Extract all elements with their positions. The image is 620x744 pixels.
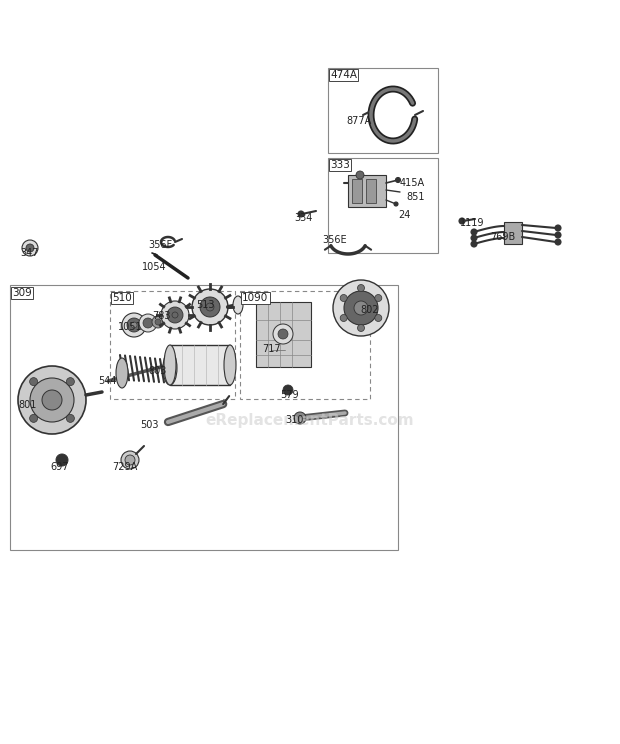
Bar	[352, 179, 362, 203]
Circle shape	[340, 315, 347, 321]
Circle shape	[333, 280, 389, 336]
Circle shape	[42, 390, 62, 410]
Circle shape	[356, 171, 364, 179]
Circle shape	[375, 295, 382, 301]
Text: 544: 544	[98, 376, 117, 386]
Text: 579: 579	[280, 390, 299, 400]
Text: 334: 334	[294, 213, 312, 223]
Circle shape	[555, 232, 561, 238]
Circle shape	[66, 378, 74, 385]
Circle shape	[354, 301, 368, 315]
Ellipse shape	[116, 358, 128, 388]
Bar	[328, 158, 438, 253]
Text: 1051: 1051	[118, 322, 143, 332]
Text: 510: 510	[112, 293, 131, 303]
Circle shape	[131, 322, 137, 328]
Text: 1054: 1054	[142, 262, 167, 272]
Circle shape	[161, 301, 189, 329]
Bar	[366, 179, 376, 203]
Text: eReplacementParts.com: eReplacementParts.com	[206, 412, 414, 428]
Circle shape	[66, 414, 74, 423]
Text: 415A: 415A	[400, 178, 425, 188]
Circle shape	[358, 324, 365, 332]
Text: 356E: 356E	[322, 235, 347, 245]
Circle shape	[344, 291, 378, 325]
Circle shape	[206, 303, 214, 311]
Bar	[256, 302, 311, 367]
Circle shape	[396, 178, 401, 182]
Bar	[170, 345, 230, 385]
Bar	[348, 175, 386, 207]
Circle shape	[471, 241, 477, 247]
Text: 1090: 1090	[242, 293, 268, 303]
Circle shape	[30, 378, 74, 422]
Text: 769B: 769B	[490, 232, 515, 242]
Bar	[110, 291, 235, 399]
Text: 783: 783	[152, 311, 171, 321]
Circle shape	[122, 313, 146, 337]
Circle shape	[18, 366, 86, 434]
Circle shape	[200, 297, 220, 317]
Ellipse shape	[233, 296, 243, 314]
Text: 333: 333	[330, 160, 350, 170]
Circle shape	[471, 229, 477, 235]
Ellipse shape	[224, 345, 236, 385]
Bar	[240, 291, 370, 399]
Text: 877A: 877A	[346, 116, 371, 126]
Circle shape	[555, 225, 561, 231]
Circle shape	[298, 211, 304, 217]
Circle shape	[278, 329, 288, 339]
Text: 803: 803	[148, 366, 166, 376]
Ellipse shape	[163, 351, 177, 385]
Circle shape	[273, 324, 293, 344]
Text: 513: 513	[196, 300, 215, 310]
Circle shape	[26, 244, 34, 252]
Text: 697: 697	[50, 462, 68, 472]
Text: 356F: 356F	[148, 240, 172, 250]
Text: 802: 802	[360, 305, 378, 315]
Circle shape	[471, 235, 477, 241]
Circle shape	[30, 378, 38, 385]
Text: 717: 717	[262, 344, 281, 354]
Circle shape	[459, 218, 465, 224]
Circle shape	[152, 316, 164, 328]
Text: 24: 24	[398, 210, 410, 220]
Circle shape	[394, 202, 398, 206]
Text: 310: 310	[285, 415, 303, 425]
Text: 503: 503	[140, 420, 159, 430]
Circle shape	[340, 295, 347, 301]
Circle shape	[143, 318, 153, 328]
Circle shape	[555, 239, 561, 245]
Circle shape	[358, 284, 365, 292]
Circle shape	[22, 240, 38, 256]
Circle shape	[294, 412, 306, 424]
Circle shape	[335, 71, 340, 77]
Bar	[504, 222, 522, 244]
Text: 474A: 474A	[330, 70, 357, 80]
Circle shape	[375, 315, 382, 321]
Bar	[10, 285, 398, 550]
Text: 347: 347	[20, 248, 38, 258]
Text: 851: 851	[406, 192, 425, 202]
Circle shape	[172, 312, 178, 318]
Circle shape	[155, 319, 161, 325]
Circle shape	[139, 314, 157, 332]
Text: 1119: 1119	[460, 218, 484, 228]
Bar	[328, 68, 438, 153]
Text: 309: 309	[12, 288, 32, 298]
Circle shape	[56, 454, 68, 466]
Circle shape	[125, 455, 135, 465]
Ellipse shape	[164, 345, 176, 385]
Circle shape	[30, 414, 38, 423]
Circle shape	[192, 289, 228, 325]
Text: 801: 801	[18, 400, 37, 410]
Circle shape	[127, 318, 141, 332]
Circle shape	[121, 451, 139, 469]
Circle shape	[167, 307, 183, 323]
Text: 729A: 729A	[112, 462, 137, 472]
Circle shape	[283, 385, 293, 395]
